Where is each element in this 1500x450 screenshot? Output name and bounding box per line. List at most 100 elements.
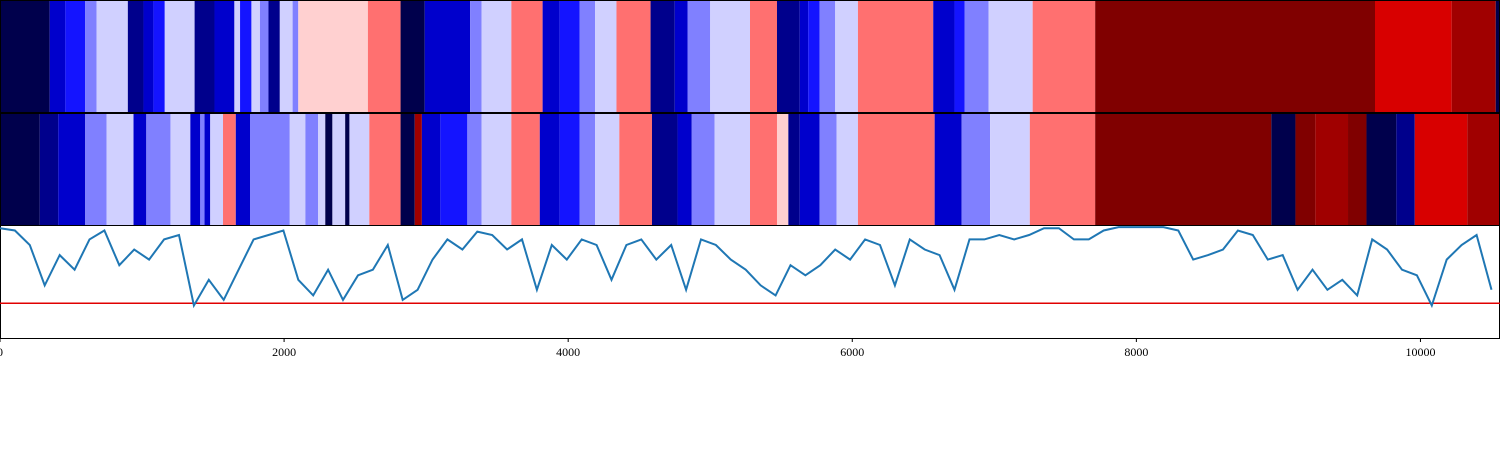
segment xyxy=(1495,1,1500,112)
segment xyxy=(400,1,425,112)
segment xyxy=(954,1,965,112)
segment xyxy=(1396,114,1415,225)
segment xyxy=(0,1,50,112)
segment xyxy=(214,1,235,112)
segment xyxy=(677,114,692,225)
segment xyxy=(819,114,837,225)
segment xyxy=(595,1,617,112)
segment xyxy=(579,114,596,225)
segment xyxy=(1467,114,1500,225)
segment xyxy=(559,114,580,225)
segment xyxy=(85,1,97,112)
segment xyxy=(559,1,580,112)
segment xyxy=(857,1,934,112)
segment xyxy=(367,1,401,112)
segment xyxy=(616,1,651,112)
segment xyxy=(776,1,800,112)
segment xyxy=(0,114,40,225)
segment xyxy=(85,114,107,225)
segment xyxy=(788,114,800,225)
x-tick-label: 10000 xyxy=(1405,345,1435,359)
segment xyxy=(961,114,991,225)
segment xyxy=(194,1,215,112)
segment xyxy=(153,1,165,112)
segment xyxy=(279,1,293,112)
segment xyxy=(369,114,401,225)
segment xyxy=(318,114,326,225)
segment xyxy=(292,1,299,112)
segment xyxy=(857,114,935,225)
segment xyxy=(421,114,441,225)
segment xyxy=(1451,1,1496,112)
segment xyxy=(511,1,543,112)
segment xyxy=(170,114,191,225)
segment xyxy=(200,114,205,225)
segment xyxy=(691,114,715,225)
segment xyxy=(835,1,858,112)
segment xyxy=(710,1,750,112)
segment xyxy=(259,1,269,112)
segment xyxy=(539,114,560,225)
segment xyxy=(143,1,154,112)
segment xyxy=(1348,114,1367,225)
segment xyxy=(164,1,195,112)
segment xyxy=(204,114,211,225)
segment xyxy=(440,114,468,225)
segment xyxy=(836,114,858,225)
segment xyxy=(332,114,346,225)
segment xyxy=(481,114,512,225)
segment xyxy=(240,1,252,112)
series-line xyxy=(0,226,1493,309)
segment xyxy=(400,114,415,225)
segment xyxy=(1029,114,1096,225)
segment xyxy=(223,114,236,225)
segment xyxy=(1271,114,1296,225)
segment xyxy=(542,1,560,112)
x-tick-label: 2000 xyxy=(272,345,296,359)
segment xyxy=(1095,114,1272,225)
x-tick-label: 0 xyxy=(0,345,3,359)
segment xyxy=(58,114,86,225)
segment xyxy=(1375,1,1452,112)
segment xyxy=(714,114,750,225)
segment xyxy=(251,1,260,112)
segment xyxy=(235,114,250,225)
segment xyxy=(511,114,540,225)
segment xyxy=(1315,114,1349,225)
segment xyxy=(1366,114,1397,225)
segment xyxy=(776,114,789,225)
segment xyxy=(1032,1,1096,112)
segment xyxy=(934,114,962,225)
x-tick-label: 4000 xyxy=(556,345,580,359)
segment xyxy=(595,114,620,225)
segment xyxy=(650,1,675,112)
segment xyxy=(210,114,224,225)
x-tick-label: 8000 xyxy=(1124,345,1148,359)
segment xyxy=(470,1,482,112)
segment xyxy=(964,1,989,112)
segment xyxy=(250,114,290,225)
segment xyxy=(750,114,777,225)
segment xyxy=(298,1,368,112)
segment xyxy=(933,1,955,112)
segment xyxy=(39,114,59,225)
segment xyxy=(349,114,370,225)
segment xyxy=(146,114,171,225)
segment xyxy=(96,1,128,112)
segment xyxy=(651,114,678,225)
segment xyxy=(1295,114,1316,225)
segment xyxy=(414,114,422,225)
segment xyxy=(799,114,820,225)
segment xyxy=(305,114,319,225)
segment xyxy=(1414,114,1468,225)
x-tick-label: 6000 xyxy=(840,345,864,359)
segment xyxy=(234,1,241,112)
segment xyxy=(289,114,306,225)
segment xyxy=(990,114,1030,225)
segment xyxy=(481,1,512,112)
segment xyxy=(268,1,280,112)
segment xyxy=(687,1,711,112)
segment xyxy=(133,114,147,225)
segment xyxy=(750,1,777,112)
segment xyxy=(127,1,144,112)
